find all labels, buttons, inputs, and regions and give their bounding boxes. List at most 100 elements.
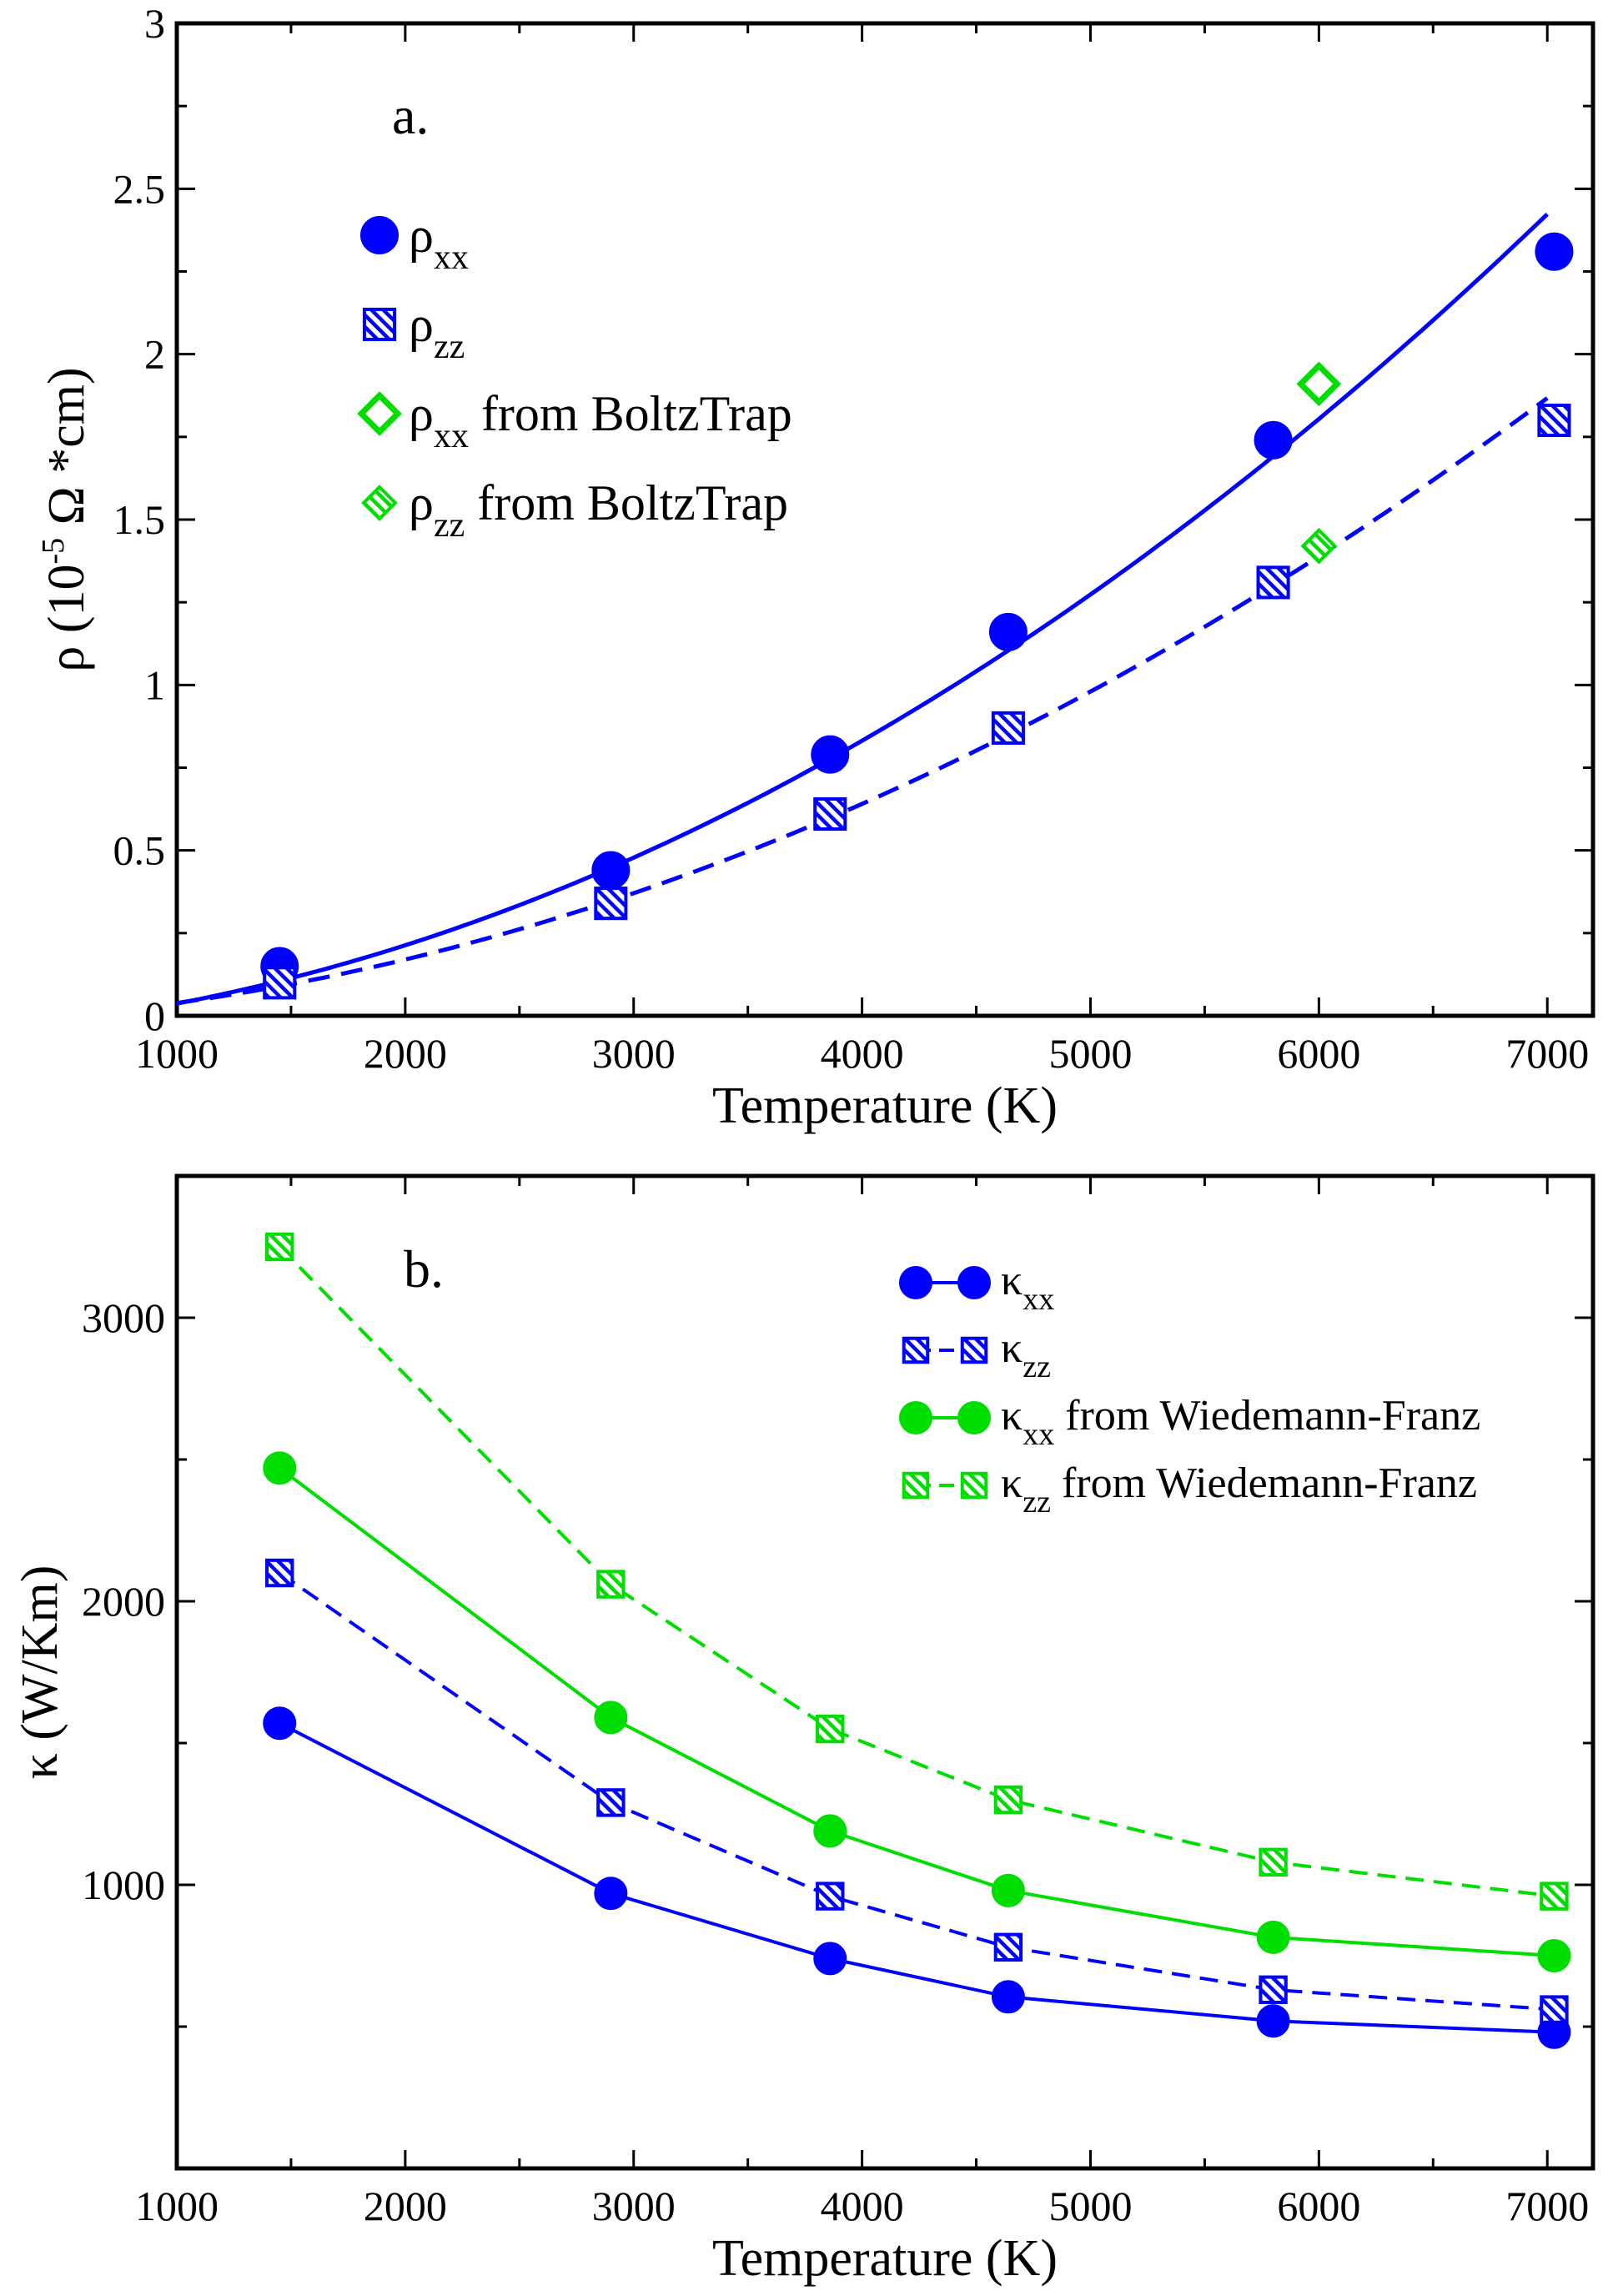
data-point [591, 851, 631, 890]
x-tick-label: 7000 [1505, 2183, 1589, 2229]
y-tick-label: 1000 [82, 1861, 165, 1908]
x-tick-label: 5000 [1048, 2183, 1132, 2229]
legend-marker [899, 1266, 932, 1299]
fit-curve-ρxx [177, 212, 1549, 1006]
data-point [988, 612, 1028, 651]
data-point [1259, 1975, 1288, 2005]
series-ρzz from BoltzTrap [1300, 527, 1338, 565]
data-point [991, 1873, 1025, 1907]
y-tick-label: 1.5 [113, 496, 166, 543]
x-tick-label: 4000 [821, 1030, 904, 1077]
legend-marker [960, 1336, 988, 1364]
series-κzz [265, 1558, 1569, 2024]
data-point [991, 711, 1025, 745]
data-point [596, 1788, 626, 1817]
legend-subscript: xx [434, 239, 469, 277]
data-point [265, 1232, 294, 1262]
x-tick-label: 2000 [364, 2183, 447, 2229]
data-point [1537, 403, 1571, 438]
x-axis-label: Temperature (K) [712, 2230, 1058, 2287]
data-point [1256, 2004, 1290, 2038]
x-tick-label: 6000 [1277, 2183, 1360, 2229]
x-tick-label: 6000 [1277, 1030, 1360, 1077]
series-line [278, 1466, 1555, 1957]
panel-a-resistivity: 1000 2000 3000 4000 5000 6000 7000 0 0.5 1 1.5 2 2.5… [36, 0, 1595, 1134]
legend-marker [960, 1471, 988, 1500]
x-tick-label: 1000 [135, 2183, 219, 2229]
legend-label: κxx [1001, 1257, 1054, 1317]
legend-label: ρxx from BoltzTrap [409, 386, 792, 455]
x-axis-label: Temperature (K) [712, 1078, 1058, 1134]
data-point [594, 1876, 628, 1911]
y-axis-label-main: ρ (10 [38, 565, 95, 672]
y-tick-label: 3 [144, 0, 165, 47]
y-axis-label: ρ (10-5 Ω *cm) [36, 367, 95, 671]
y-axis-label-exponent: -5 [36, 538, 71, 565]
legend-symbol: ρ [409, 208, 434, 263]
data-point [991, 1980, 1025, 2014]
legend-subscript: xx [1023, 1282, 1054, 1317]
data-point [1259, 1847, 1288, 1877]
y-tick-label: 2000 [82, 1578, 165, 1625]
data-point [263, 1451, 297, 1485]
data-point [813, 1814, 847, 1848]
data-point [263, 966, 297, 1000]
legend-subscript: xx [434, 417, 469, 455]
data-point [811, 735, 850, 774]
data-point [1537, 1939, 1571, 1972]
panel-label: a. [392, 86, 429, 145]
series-ρxx [260, 232, 1574, 986]
y-axis-label: κ (W/Km) [12, 1565, 68, 1780]
data-point [1300, 527, 1338, 565]
series-ρzz [263, 403, 1571, 1000]
data-point [263, 1706, 297, 1741]
plot-frame [174, 21, 1595, 1018]
legend-suffix: from BoltzTrap [469, 386, 792, 441]
legend-symbol: ρ [409, 386, 434, 441]
data-point [816, 1714, 845, 1744]
legend-suffix: from BoltzTrap [465, 475, 788, 530]
data-point [1256, 565, 1290, 600]
legend-symbol: κ [1001, 1459, 1023, 1507]
legend-subscript: zz [434, 506, 465, 545]
series-line [278, 1245, 1555, 1898]
series-line [279, 1571, 1555, 2012]
legend-label: ρxx [409, 208, 469, 277]
legend-marker [902, 1336, 930, 1364]
data-point [1540, 1995, 1569, 2024]
y-tick-label: 2 [144, 331, 165, 378]
legend-label: κxx from Wiedemann-Franz [1001, 1392, 1480, 1452]
y-tick-label: 0.5 [113, 827, 166, 874]
x-tick-label: 7000 [1505, 1030, 1589, 1077]
data-point [265, 1558, 294, 1588]
legend-symbol: ρ [409, 297, 434, 352]
data-point [1256, 1920, 1290, 1954]
data-point [816, 1882, 845, 1911]
legend-subscript: zz [1023, 1349, 1051, 1384]
legend-marker [957, 1266, 991, 1299]
legend-marker [957, 1401, 991, 1434]
legend-marker [899, 1401, 932, 1434]
series-κxx from Wiedemann-Franz [263, 1451, 1571, 1972]
x-tick-label: 4000 [821, 2183, 904, 2229]
data-point [1540, 1882, 1569, 1911]
plot-frame [174, 1173, 1595, 2171]
series-κzz from Wiedemann-Franz [265, 1232, 1569, 1911]
legend-subscript: zz [434, 328, 465, 366]
legend-label: ρzz [409, 297, 465, 366]
legend-marker [360, 216, 399, 254]
series-line [279, 1721, 1555, 2034]
series-κxx [263, 1706, 1571, 2049]
legend-marker [357, 391, 402, 436]
data-point [1254, 420, 1293, 460]
panel-b-thermal-conductivity: 1000 2000 3000 4000 5000 6000 7000 1000 2000 3000… [12, 1173, 1595, 2287]
legend-marker [361, 485, 398, 521]
series-ρxx from BoltzTrap [1296, 361, 1342, 407]
y-tick-label: 0 [144, 992, 165, 1039]
legend-subscript: zz [1023, 1485, 1051, 1520]
data-point [993, 1785, 1023, 1815]
legend-suffix: from Wiedemann-Franz [1054, 1392, 1480, 1439]
